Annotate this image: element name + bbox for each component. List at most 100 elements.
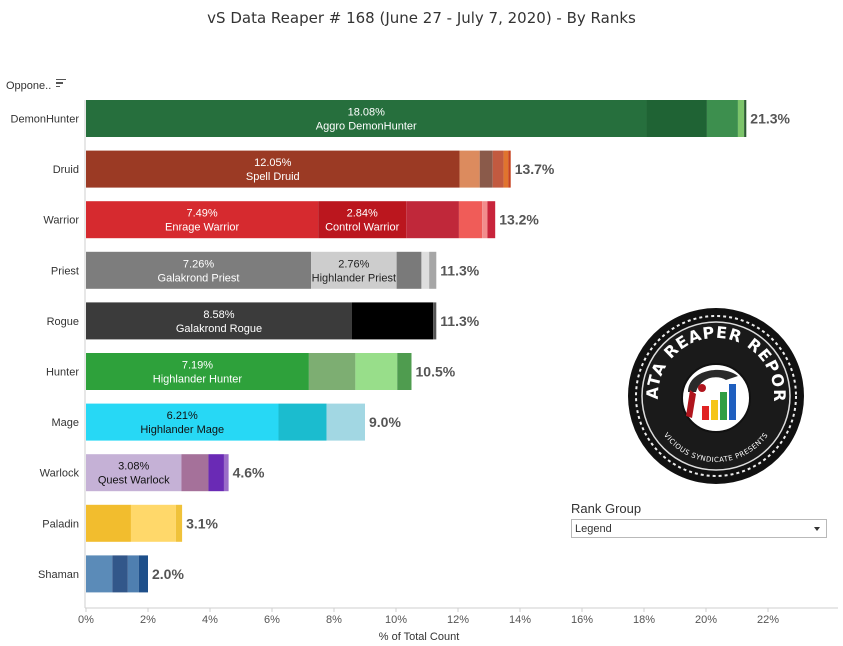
bar-segment[interactable] <box>646 100 707 137</box>
bar-segment[interactable] <box>175 504 183 542</box>
bar-segment[interactable] <box>86 504 131 542</box>
segment-archetype-label: Control Warrior <box>325 222 399 234</box>
bar-segment[interactable] <box>396 251 422 289</box>
bar-segment[interactable] <box>397 353 412 390</box>
bar-segment[interactable] <box>223 454 229 492</box>
bar-segment[interactable] <box>130 504 176 542</box>
bar-segment[interactable] <box>406 201 459 239</box>
bar-segment[interactable] <box>86 150 460 188</box>
bar-total-label: 10.5% <box>416 364 456 380</box>
rank-group-filter: Rank Group Legend <box>571 501 827 538</box>
bar-group[interactable]: 18.08% Aggro DemonHunter 21.3% <box>86 100 791 137</box>
bar-segment[interactable] <box>138 555 148 593</box>
bar-group[interactable]: 6.21% Highlander Mage 9.0% <box>86 403 401 441</box>
category-label: Shaman <box>38 569 79 581</box>
bar-segment[interactable] <box>355 353 398 390</box>
bar-segment[interactable] <box>86 353 309 390</box>
bar-total-label: 4.6% <box>233 465 265 481</box>
segment-value-label: 7.26% <box>183 258 214 270</box>
bar-segment[interactable] <box>482 201 488 239</box>
bar-group[interactable]: 7.19% Highlander Hunter 10.5% <box>86 353 456 390</box>
segment-value-label: 7.49% <box>186 208 217 220</box>
bar-segment[interactable] <box>458 201 483 239</box>
segment-archetype-label: Aggro DemonHunter <box>316 121 417 133</box>
bar-segment[interactable] <box>326 403 365 441</box>
chart-title: vS Data Reaper # 168 (June 27 - July 7, … <box>207 9 636 27</box>
bar-segment[interactable] <box>112 555 128 593</box>
bar-segment[interactable] <box>86 201 319 239</box>
bar-segment[interactable] <box>127 555 139 593</box>
bar-total-label: 11.3% <box>440 313 479 329</box>
bar-group[interactable]: 8.58% Galakrond Rogue 11.3% <box>86 302 480 340</box>
bar-group[interactable]: 3.1% <box>86 504 219 542</box>
segment-archetype-label: Highlander Mage <box>140 424 224 436</box>
x-tick-label: 14% <box>509 614 531 626</box>
x-tick-label: 4% <box>202 614 218 626</box>
segment-archetype-label: Spell Druid <box>246 171 300 183</box>
segment-archetype-label: Quest Warlock <box>98 475 170 487</box>
bar-segment[interactable] <box>208 454 224 492</box>
bar-group[interactable]: 7.49% Enrage Warrior 2.84% Control Warrior 1… <box>86 201 539 239</box>
bar-segment[interactable] <box>706 100 738 137</box>
segment-archetype-label: Highlander Hunter <box>153 374 243 386</box>
bar-segment[interactable] <box>86 403 279 441</box>
segment-value-label: 2.84% <box>347 208 378 220</box>
x-axis: 0% 2% 4% 6% 8% 10% 12% 14% 16% 18% 20% 22% % of Tota… <box>78 100 838 643</box>
x-tick-label: 12% <box>447 614 469 626</box>
bar-group[interactable]: 2.0% <box>86 555 184 593</box>
segment-value-label: 18.08% <box>348 107 386 119</box>
x-tick-label: 20% <box>695 614 717 626</box>
bar-segment[interactable] <box>86 555 113 593</box>
bar-group[interactable]: 3.08% Quest Warlock 4.6% <box>86 454 265 492</box>
bar-segment[interactable] <box>86 100 647 137</box>
bar-segment[interactable] <box>737 100 745 137</box>
bar-segment[interactable] <box>86 302 352 340</box>
sort-icon[interactable] <box>56 78 67 88</box>
segment-archetype-label: Galakrond Priest <box>158 272 240 284</box>
bars: 18.08% Aggro DemonHunter 21.3% 12.05% Spell … <box>86 100 791 593</box>
bar-segment[interactable] <box>487 201 496 239</box>
bar-total-label: 21.3% <box>750 111 790 127</box>
bar-total-label: 11.3% <box>440 262 479 278</box>
chevron-down-icon[interactable] <box>814 526 820 531</box>
bar-segment[interactable] <box>318 201 407 239</box>
bar-segment[interactable] <box>503 150 509 188</box>
bar-segment[interactable] <box>421 251 430 289</box>
bar-total-label: 13.7% <box>515 161 555 177</box>
bar-total-label: 13.2% <box>499 212 539 228</box>
category-label: Warlock <box>40 468 80 480</box>
bar-segment[interactable] <box>86 251 312 289</box>
opponent-column-header[interactable]: Oppone.. <box>6 78 67 92</box>
x-axis-title: % of Total Count <box>379 631 460 643</box>
bar-segment[interactable] <box>744 100 747 137</box>
bar-segment[interactable] <box>278 403 327 441</box>
bar-segment[interactable] <box>181 454 209 492</box>
category-label: Hunter <box>46 367 79 379</box>
segment-value-label: 8.58% <box>203 309 234 321</box>
category-label: Warrior <box>43 215 79 227</box>
x-tick-label: 0% <box>78 614 94 626</box>
y-axis-labels: DemonHunter Druid Warrior Priest Rogue Hunter… <box>11 114 80 581</box>
bar-group[interactable]: 7.26% Galakrond Priest 2.76% Highlander Pri… <box>86 251 480 289</box>
bar-group[interactable]: 12.05% Spell Druid 13.7% <box>86 150 555 188</box>
x-tick-label: 16% <box>571 614 593 626</box>
category-label: Mage <box>51 417 79 429</box>
bar-segment[interactable] <box>459 150 480 188</box>
bar-segment[interactable] <box>433 302 437 340</box>
rank-group-selected-value: Legend <box>575 522 612 535</box>
rank-group-label: Rank Group <box>571 501 642 516</box>
bar-segment[interactable] <box>311 251 397 289</box>
bar-segment[interactable] <box>479 150 493 188</box>
bar-segment[interactable] <box>351 302 434 340</box>
category-label: DemonHunter <box>11 114 80 126</box>
segment-archetype-label: Enrage Warrior <box>165 222 240 234</box>
x-tick-label: 18% <box>633 614 655 626</box>
rank-group-dropdown[interactable]: Legend <box>571 519 827 538</box>
bar-segment[interactable] <box>492 150 504 188</box>
category-label: Druid <box>53 164 79 176</box>
bar-segment[interactable] <box>429 251 437 289</box>
bar-segment[interactable] <box>86 454 182 492</box>
bar-segment[interactable] <box>508 150 511 188</box>
segment-value-label: 6.21% <box>167 410 198 422</box>
bar-segment[interactable] <box>308 353 356 390</box>
